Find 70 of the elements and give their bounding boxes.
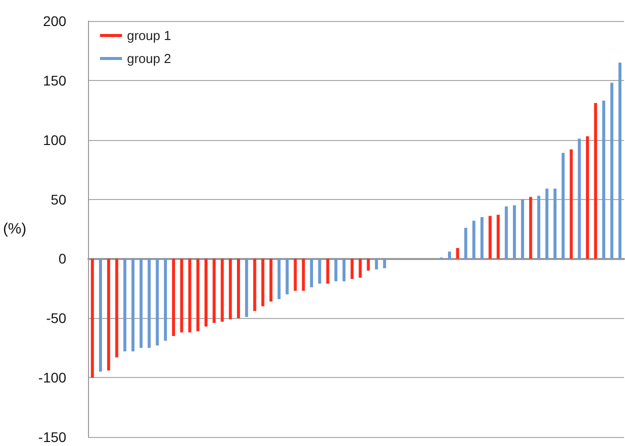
- bar: [212, 258, 216, 323]
- bar: [172, 258, 176, 336]
- bar: [537, 196, 540, 259]
- bar: [472, 220, 476, 259]
- bar: [253, 258, 256, 312]
- bar: [578, 138, 581, 259]
- bar: [204, 258, 208, 326]
- bar: [294, 258, 297, 291]
- bar: [456, 248, 460, 259]
- bar: [180, 258, 184, 332]
- bar: [334, 258, 338, 282]
- bar: [562, 152, 565, 259]
- bar: [318, 258, 322, 284]
- bar: [602, 100, 606, 259]
- bar: [156, 258, 159, 346]
- y-tick-label: 50: [50, 191, 67, 208]
- bar: [115, 258, 118, 358]
- bar: [99, 258, 102, 372]
- bar: [374, 258, 378, 270]
- bar: [512, 205, 516, 259]
- y-tick-label: 200: [42, 13, 67, 29]
- bar: [228, 258, 232, 320]
- bar: [570, 149, 573, 259]
- bar: [594, 103, 598, 259]
- bar: [358, 258, 362, 278]
- bar: [90, 258, 94, 378]
- bar: [496, 214, 500, 259]
- bar: [131, 258, 134, 352]
- bar: [383, 258, 386, 268]
- bar: [278, 258, 281, 300]
- y-tick-label: 150: [42, 72, 67, 88]
- bar: [342, 258, 346, 282]
- bar: [610, 82, 614, 259]
- bar: [164, 258, 167, 341]
- bar: [480, 217, 484, 259]
- bar: [448, 252, 451, 259]
- legend-label: group 1: [127, 28, 172, 43]
- bar: [618, 62, 622, 259]
- bar: [545, 188, 548, 259]
- bar: [220, 258, 224, 322]
- bar: [586, 136, 589, 259]
- y-tick-label: -100: [38, 370, 67, 386]
- bar: [464, 228, 468, 259]
- y-tick-label: 0: [58, 250, 67, 267]
- bar: [350, 258, 354, 279]
- bar: [286, 258, 289, 294]
- bar: [488, 216, 492, 259]
- bar: [310, 258, 314, 288]
- bar: [236, 258, 240, 318]
- bar: [148, 258, 151, 348]
- bar: [302, 258, 305, 291]
- bar: [245, 258, 248, 317]
- bar: [529, 196, 532, 259]
- y-tick-label: 100: [42, 132, 67, 148]
- bar: [188, 258, 192, 332]
- bar: [521, 199, 524, 259]
- bar: [269, 258, 272, 302]
- bar: [140, 258, 143, 348]
- bar: [123, 258, 126, 352]
- bar: [554, 188, 557, 259]
- bar: [504, 206, 508, 259]
- bar: [107, 258, 110, 370]
- bar: [261, 258, 264, 306]
- bar: [196, 258, 200, 332]
- bar: [366, 258, 370, 271]
- y-axis-title: (%): [3, 220, 26, 238]
- bar: [326, 258, 330, 284]
- y-tick-label: -150: [38, 429, 67, 445]
- y-tick-label: -50: [46, 310, 67, 326]
- legend-label: group 2: [127, 51, 172, 66]
